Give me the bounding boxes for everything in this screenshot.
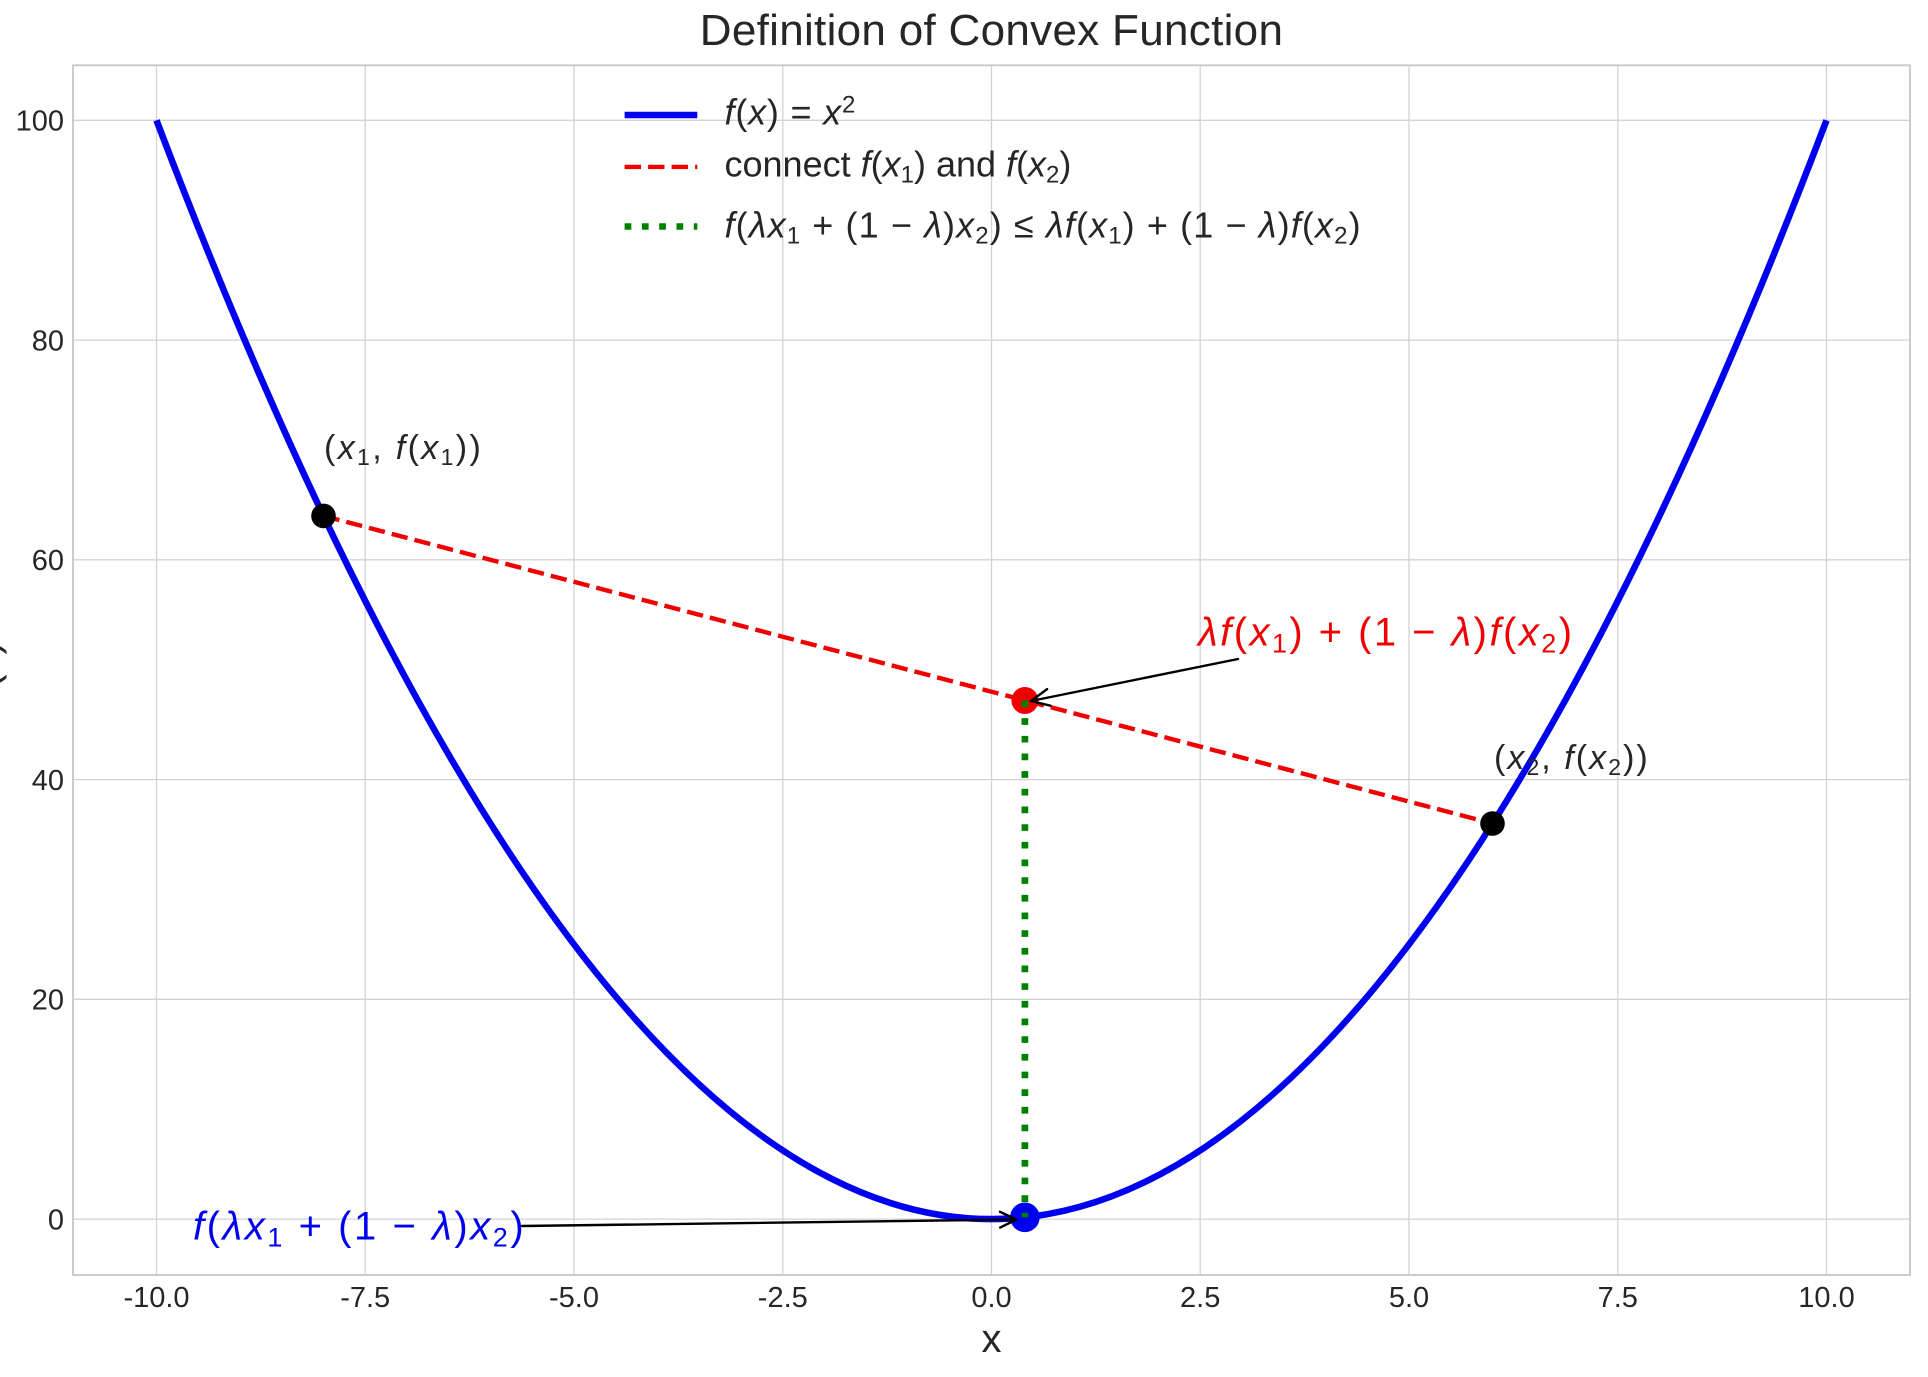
svg-text:-7.5: -7.5 xyxy=(340,1282,390,1314)
svg-text:0: 0 xyxy=(48,1205,64,1237)
svg-text:-2.5: -2.5 xyxy=(758,1282,808,1314)
svg-text:connect f(x1) and f(x2): connect f(x1) and f(x2) xyxy=(725,144,1072,189)
svg-text:(x2, f(x2)): (x2, f(x2)) xyxy=(1494,739,1650,780)
svg-text:Definition of Convex Function: Definition of Convex Function xyxy=(700,6,1283,55)
svg-text:10.0: 10.0 xyxy=(1798,1282,1854,1314)
svg-text:f(x): f(x) xyxy=(0,641,7,699)
svg-text:f(λx1 + (1 − λ)x2) ≤ λf(x1) +: f(λx1 + (1 − λ)x2) ≤ λf(x1) + (1 − λ)f(x… xyxy=(725,205,1362,250)
svg-text:5.0: 5.0 xyxy=(1389,1282,1429,1314)
svg-text:-5.0: -5.0 xyxy=(549,1282,599,1314)
svg-text:2.5: 2.5 xyxy=(1180,1282,1220,1314)
svg-text:7.5: 7.5 xyxy=(1598,1282,1638,1314)
svg-text:40: 40 xyxy=(32,765,64,797)
svg-text:60: 60 xyxy=(32,545,64,577)
svg-text:100: 100 xyxy=(16,106,64,138)
svg-text:(x1, f(x1)): (x1, f(x1)) xyxy=(324,429,483,470)
svg-text:80: 80 xyxy=(32,326,64,358)
svg-text:20: 20 xyxy=(32,985,64,1017)
svg-text:f(x) = x2: f(x) = x2 xyxy=(725,92,857,133)
svg-text:-10.0: -10.0 xyxy=(123,1282,189,1314)
svg-text:x: x xyxy=(982,1317,1002,1361)
svg-text:f(λx1 + (1 − λ)x2): f(λx1 + (1 − λ)x2) xyxy=(193,1205,526,1253)
svg-text:0.0: 0.0 xyxy=(971,1282,1011,1314)
svg-text:λf(x1) + (1 − λ)f(x2): λf(x1) + (1 − λ)f(x2) xyxy=(1196,611,1575,659)
